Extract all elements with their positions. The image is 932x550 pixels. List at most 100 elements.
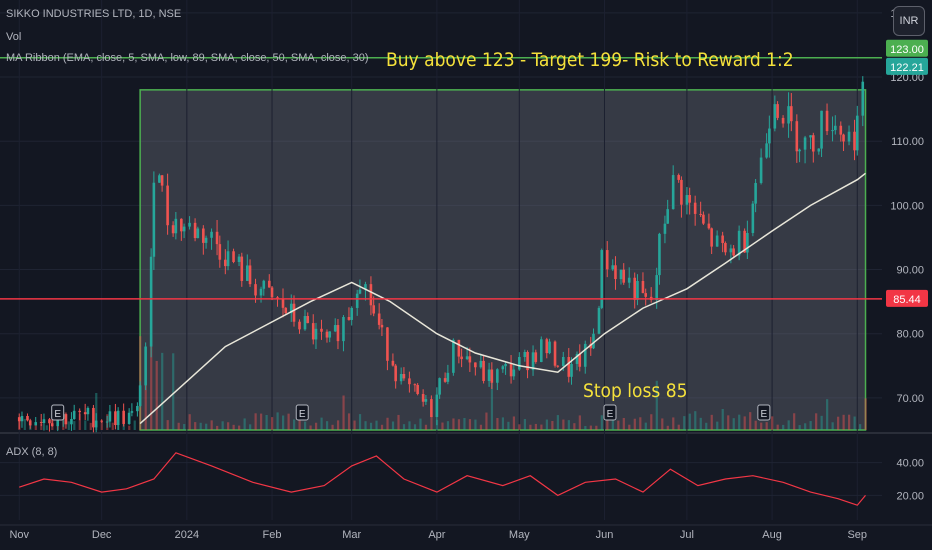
candle-body	[218, 244, 222, 260]
candle-body	[501, 366, 505, 370]
volume-bar	[166, 420, 169, 430]
volume-bar	[639, 417, 642, 430]
candle-body	[443, 378, 447, 382]
candle-body	[144, 346, 147, 386]
candle-body	[853, 131, 856, 151]
volume-bar	[177, 422, 180, 430]
candle-body	[842, 134, 845, 142]
adx-title: ADX (8, 8)	[6, 446, 57, 458]
volume-bar	[413, 424, 417, 430]
volume-bar	[864, 398, 867, 430]
volume-bar	[567, 420, 570, 430]
candle-body	[759, 157, 763, 183]
candle-body	[693, 202, 697, 214]
volume-bar	[282, 415, 285, 430]
volume-bar	[853, 416, 856, 430]
earnings-marker: E	[603, 404, 617, 421]
volume-bar	[172, 353, 175, 430]
volume-label[interactable]: Vol	[6, 31, 22, 43]
volume-bar	[727, 415, 730, 430]
candle-body	[248, 265, 252, 285]
candle-body	[86, 407, 90, 415]
candles	[17, 76, 865, 433]
volume-bar	[776, 424, 779, 430]
volume-bar	[210, 420, 213, 430]
candle-body	[215, 231, 219, 245]
candle-body	[325, 331, 329, 338]
candle-body	[737, 230, 741, 256]
candle-body	[534, 352, 538, 362]
candle-body	[553, 341, 557, 366]
volume-bar	[578, 415, 581, 430]
adx-line	[19, 452, 866, 506]
candle-body	[839, 125, 843, 135]
price-label-badge: 85.44	[886, 289, 928, 307]
candle-body	[152, 182, 156, 257]
volume-bar	[545, 419, 548, 430]
volume-bar	[749, 412, 752, 430]
candle-body	[724, 243, 727, 253]
candle-body	[482, 360, 485, 381]
candle-body	[820, 110, 823, 149]
adx-tick-label: 40.00	[896, 458, 924, 470]
candle-body	[355, 293, 359, 308]
candle-body	[817, 148, 821, 152]
volume-bar	[650, 414, 653, 430]
volume-bar	[474, 419, 477, 430]
volume-bar	[183, 424, 186, 430]
candle-body	[289, 303, 293, 314]
candle-body	[166, 185, 169, 226]
volume-bar	[606, 412, 609, 430]
candle-body	[64, 414, 68, 425]
volume-bar	[402, 424, 406, 430]
volume-bar	[490, 374, 494, 430]
candle-body	[614, 265, 617, 280]
volume-bar	[111, 422, 114, 430]
candle-body	[479, 360, 483, 368]
symbol-title[interactable]: SIKKO INDUSTRIES LTD, 1D, NSE	[6, 8, 182, 20]
volume-bar	[430, 415, 433, 430]
volume-bar	[23, 418, 26, 430]
candle-body	[460, 356, 463, 360]
volume-bar	[622, 417, 625, 430]
volume-bar	[238, 425, 241, 430]
candle-body	[803, 137, 807, 150]
candle-body	[204, 237, 208, 243]
currency-button[interactable]: INR	[893, 6, 925, 36]
candle-body	[413, 384, 417, 386]
volume-bar	[100, 421, 103, 430]
volume-bar	[397, 414, 400, 430]
ma-ribbon-label[interactable]: MA Ribbon (EMA, close, 5, SMA, low, 89, …	[6, 52, 369, 64]
volume-bar	[199, 422, 202, 430]
candle-body	[136, 405, 139, 412]
candle-body	[707, 223, 711, 229]
candle-body	[833, 125, 837, 131]
volume-bar	[518, 424, 521, 430]
volume-bar	[232, 424, 235, 430]
volume-bar	[133, 420, 136, 430]
volume-bar	[67, 421, 70, 430]
candle-body	[39, 422, 43, 424]
volume-bar	[831, 422, 834, 430]
volume-bar	[254, 413, 257, 430]
volume-bar	[584, 425, 587, 430]
y-tick-label: 100.00	[890, 200, 924, 212]
candle-body	[465, 356, 469, 360]
x-tick-label: Jun	[596, 529, 614, 541]
candle-body	[122, 410, 125, 424]
candle-body	[391, 360, 395, 366]
candle-body	[377, 313, 381, 325]
volume-bar	[496, 418, 499, 430]
price-label-bg	[886, 289, 928, 307]
candle-body	[666, 209, 669, 224]
volume-bar	[386, 417, 389, 430]
earnings-marker: E	[51, 404, 65, 421]
candle-body	[658, 233, 661, 276]
candle-body	[72, 410, 76, 420]
volume-bar	[221, 421, 224, 430]
volume-bar	[293, 419, 296, 430]
candle-body	[78, 410, 81, 413]
candle-body	[364, 284, 367, 290]
buy-annotation: Buy above 123 - Target 199- Risk to Rewa…	[386, 49, 794, 71]
